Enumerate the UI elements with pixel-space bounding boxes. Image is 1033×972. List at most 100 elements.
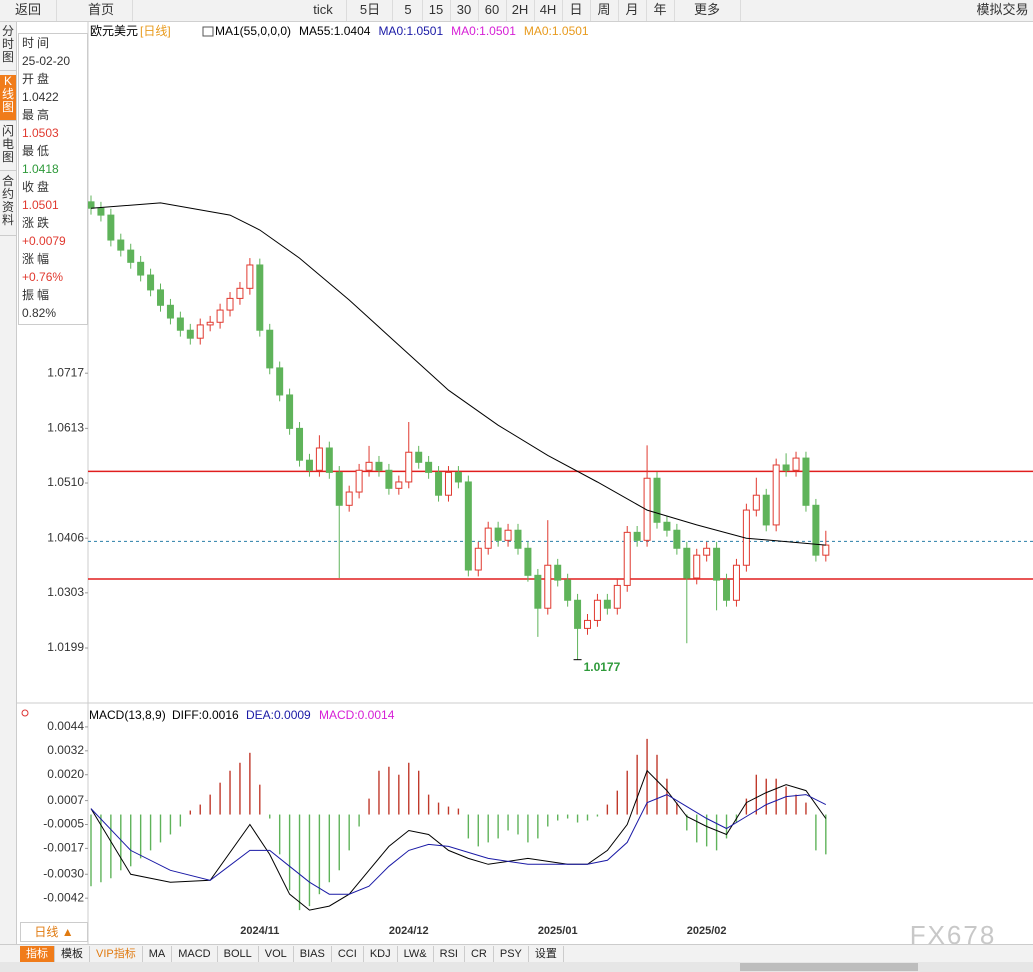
indicator-tab[interactable]: MA — [143, 946, 173, 962]
y-tick-label: 1.0613 — [47, 421, 84, 435]
side-tab[interactable]: 闪电图 — [0, 125, 16, 171]
toolbar-button[interactable]: 30 — [450, 0, 479, 21]
indicator-tab[interactable]: LW& — [398, 946, 434, 962]
ma-line — [90, 202, 826, 546]
candle-body — [296, 427, 304, 461]
candle-body — [613, 584, 621, 609]
chart-title: 欧元美元 — [90, 24, 138, 38]
candle-body — [673, 529, 681, 549]
candle-body — [276, 367, 284, 396]
toolbar-button[interactable]: 更多 — [674, 0, 741, 21]
candle-body — [464, 481, 472, 571]
candle-body — [514, 529, 522, 549]
indicator-tab[interactable]: MACD — [172, 946, 218, 962]
indicator-tab[interactable]: CR — [465, 946, 494, 962]
toolbar-button[interactable]: 年 — [646, 0, 675, 21]
min-label: 1.0177 — [584, 660, 621, 674]
candle-body — [574, 599, 582, 629]
legend-entry: MA0:1.0501 — [524, 24, 589, 38]
toolbar-button[interactable]: 周 — [590, 0, 619, 21]
side-tab[interactable]: 合约资料 — [0, 175, 16, 236]
indicator-tab[interactable]: 模板 — [55, 946, 90, 962]
indicator-tab[interactable]: KDJ — [364, 946, 398, 962]
info-value: 1.0422 — [22, 90, 59, 104]
candle-body — [534, 574, 542, 609]
toolbar-button[interactable]: tick — [300, 0, 347, 21]
toolbar-button[interactable]: 日 — [562, 0, 591, 21]
candle-body — [772, 464, 780, 526]
y-tick-label: 1.0406 — [47, 530, 84, 544]
info-label: 涨幅 — [22, 252, 53, 266]
candle-body — [256, 264, 264, 331]
toolbar-button[interactable]: 2H — [506, 0, 535, 21]
scroll-thumb[interactable] — [740, 963, 918, 971]
candle-body — [206, 321, 214, 326]
side-tab[interactable]: 分时图 — [0, 25, 16, 71]
candle-body — [425, 461, 433, 473]
indicator-tab[interactable]: VOL — [259, 946, 294, 962]
candle-body — [117, 239, 125, 251]
candle-body — [504, 529, 512, 541]
candle-body — [405, 451, 413, 483]
macd-label: MACD:0.0014 — [319, 708, 395, 722]
toolbar-button[interactable]: 15 — [422, 0, 451, 21]
toolbar-button[interactable]: 首页 — [70, 0, 133, 21]
indicator-tab[interactable]: VIP指标 — [90, 946, 143, 962]
info-label: 涨跌 — [22, 216, 53, 230]
indicator-tab[interactable]: BOLL — [218, 946, 259, 962]
indicator-tab[interactable]: 设置 — [529, 946, 564, 962]
candle-body — [444, 471, 452, 496]
candle-body — [107, 214, 115, 241]
candle-body — [524, 547, 532, 576]
candle-body — [653, 477, 661, 523]
candle-body — [623, 531, 631, 586]
candle-body — [375, 461, 383, 471]
period-button[interactable]: 日线 ▲ — [20, 922, 88, 942]
candle-body — [87, 201, 95, 209]
candle-body — [216, 309, 224, 323]
indicator-tab[interactable]: PSY — [494, 946, 529, 962]
side-tab[interactable]: K线图 — [0, 75, 16, 121]
info-value: 1.0501 — [22, 198, 59, 212]
info-value: 1.0503 — [22, 126, 59, 140]
y-tick-label: 0.0044 — [47, 719, 84, 733]
info-value: +0.76% — [22, 270, 64, 284]
indicator-tab[interactable]: RSI — [434, 946, 465, 962]
candle-body — [435, 471, 443, 496]
candle-body — [564, 579, 572, 601]
candle-body — [643, 477, 651, 541]
toolbar-button[interactable]: 模拟交易 — [972, 0, 1033, 21]
x-tick-label: 2024/11 — [240, 925, 279, 937]
candle-body — [544, 564, 552, 609]
side-tabs: 分时图 K线图闪电图合约资料 — [0, 22, 17, 944]
y-tick-label: 0.0020 — [47, 767, 84, 781]
candle-body — [484, 527, 492, 549]
candle-body — [166, 304, 174, 319]
candle-body — [454, 471, 462, 483]
candle-body — [325, 447, 333, 473]
toolbar-button[interactable]: 返回 — [0, 0, 57, 21]
candle-body — [713, 547, 721, 581]
y-tick-label: 0.0007 — [47, 793, 84, 807]
dea-label: DEA:0.0009 — [246, 708, 311, 722]
toolbar-button[interactable]: 60 — [478, 0, 507, 21]
period-label: [日线] — [140, 24, 171, 38]
toolbar-button[interactable]: 5日 — [348, 0, 393, 21]
indicator-tab[interactable]: CCI — [332, 946, 364, 962]
legend-icon — [202, 26, 214, 37]
toolbar-button[interactable]: 月 — [618, 0, 647, 21]
toolbar-button[interactable]: 5 — [394, 0, 423, 21]
info-label: 收盘 — [22, 180, 53, 194]
scrollbar[interactable] — [0, 962, 1033, 972]
indicator-tabs: 指标 模板 VIP指标 MA MACD BOLL VOL BIAS CCI KDJ LW& RSI CR… — [0, 944, 1033, 963]
indicator-tab[interactable]: 指标 — [20, 946, 55, 962]
candle-body — [137, 261, 145, 276]
x-tick-label: 2025/02 — [687, 925, 727, 937]
candle-body — [474, 547, 482, 571]
indicator-tab[interactable]: BIAS — [294, 946, 332, 962]
indicator-icon[interactable] — [21, 709, 29, 717]
info-panel: 时间 25-02-20 开盘 1.0422 最高 1.0503 最低 1.0418 收盘 1.05… — [18, 33, 88, 325]
candle-body — [584, 619, 591, 629]
toolbar-button[interactable]: 4H — [534, 0, 563, 21]
